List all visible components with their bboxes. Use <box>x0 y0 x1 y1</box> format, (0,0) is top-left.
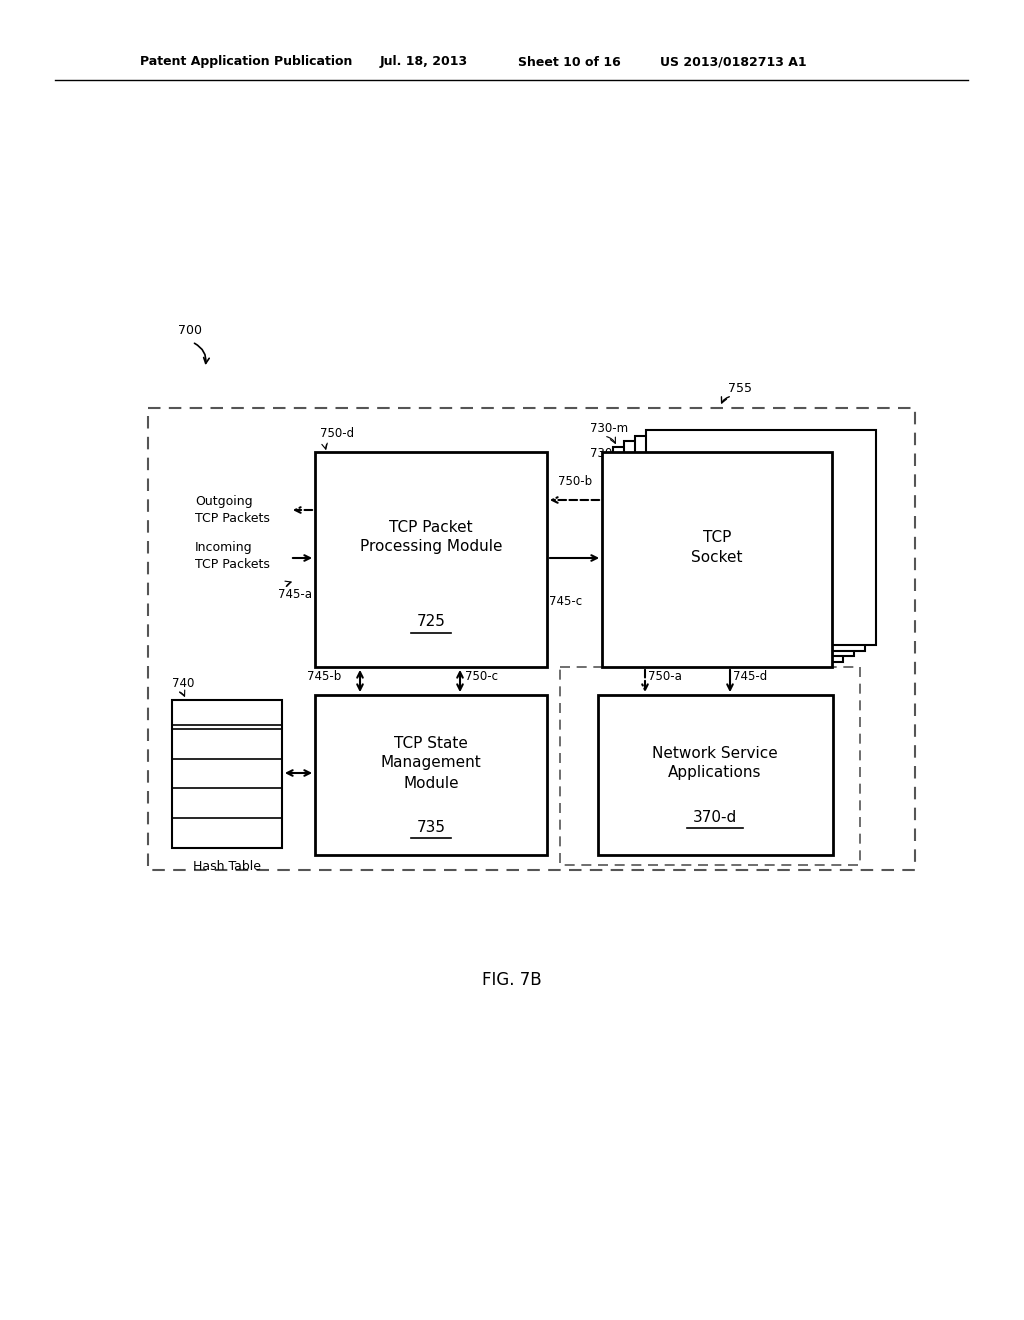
Text: 745-d: 745-d <box>733 671 767 684</box>
Text: 750-c: 750-c <box>465 671 498 684</box>
Text: 370-d: 370-d <box>693 809 737 825</box>
Text: TCP: TCP <box>702 529 731 544</box>
Bar <box>624 441 854 656</box>
Text: Incoming: Incoming <box>195 541 253 554</box>
Text: Patent Application Publication: Patent Application Publication <box>140 55 352 69</box>
Bar <box>560 667 860 865</box>
Text: Outgoing: Outgoing <box>195 495 253 507</box>
Text: 745-b: 745-b <box>307 671 341 684</box>
Text: FIG. 7B: FIG. 7B <box>482 972 542 989</box>
Text: Management: Management <box>381 755 481 771</box>
Bar <box>635 436 865 651</box>
Text: 735: 735 <box>417 820 445 834</box>
Text: 740: 740 <box>172 677 195 690</box>
Text: Socket: Socket <box>691 549 742 565</box>
Text: 730: 730 <box>590 447 612 459</box>
Text: Applications: Applications <box>669 766 762 780</box>
Text: Module: Module <box>403 776 459 791</box>
Text: US 2013/0182713 A1: US 2013/0182713 A1 <box>660 55 807 69</box>
Text: TCP State: TCP State <box>394 735 468 751</box>
Bar <box>598 696 833 855</box>
Text: TCP Packets: TCP Packets <box>195 511 270 524</box>
Bar <box>315 696 547 855</box>
Text: 750-b: 750-b <box>558 475 592 488</box>
Text: 745-c: 745-c <box>549 595 582 609</box>
Text: 750-d: 750-d <box>319 426 354 440</box>
Text: Hash Table: Hash Table <box>193 859 261 873</box>
Bar <box>613 446 843 661</box>
Text: TCP Packets: TCP Packets <box>195 558 270 572</box>
Text: 700: 700 <box>178 323 202 337</box>
Text: 755: 755 <box>728 381 752 395</box>
Text: Sheet 10 of 16: Sheet 10 of 16 <box>518 55 621 69</box>
Text: 725: 725 <box>417 615 445 630</box>
Bar <box>315 451 547 667</box>
Bar <box>646 430 876 645</box>
Text: TCP Packet: TCP Packet <box>389 520 473 535</box>
Text: Jul. 18, 2013: Jul. 18, 2013 <box>380 55 468 69</box>
Bar <box>148 408 915 870</box>
Text: Processing Module: Processing Module <box>359 540 502 554</box>
Text: Network Service: Network Service <box>652 746 778 760</box>
Bar <box>602 451 831 667</box>
Text: 730-m: 730-m <box>590 422 628 436</box>
Bar <box>172 700 282 847</box>
Text: 745-a: 745-a <box>278 587 312 601</box>
Text: 750-a: 750-a <box>648 671 682 684</box>
